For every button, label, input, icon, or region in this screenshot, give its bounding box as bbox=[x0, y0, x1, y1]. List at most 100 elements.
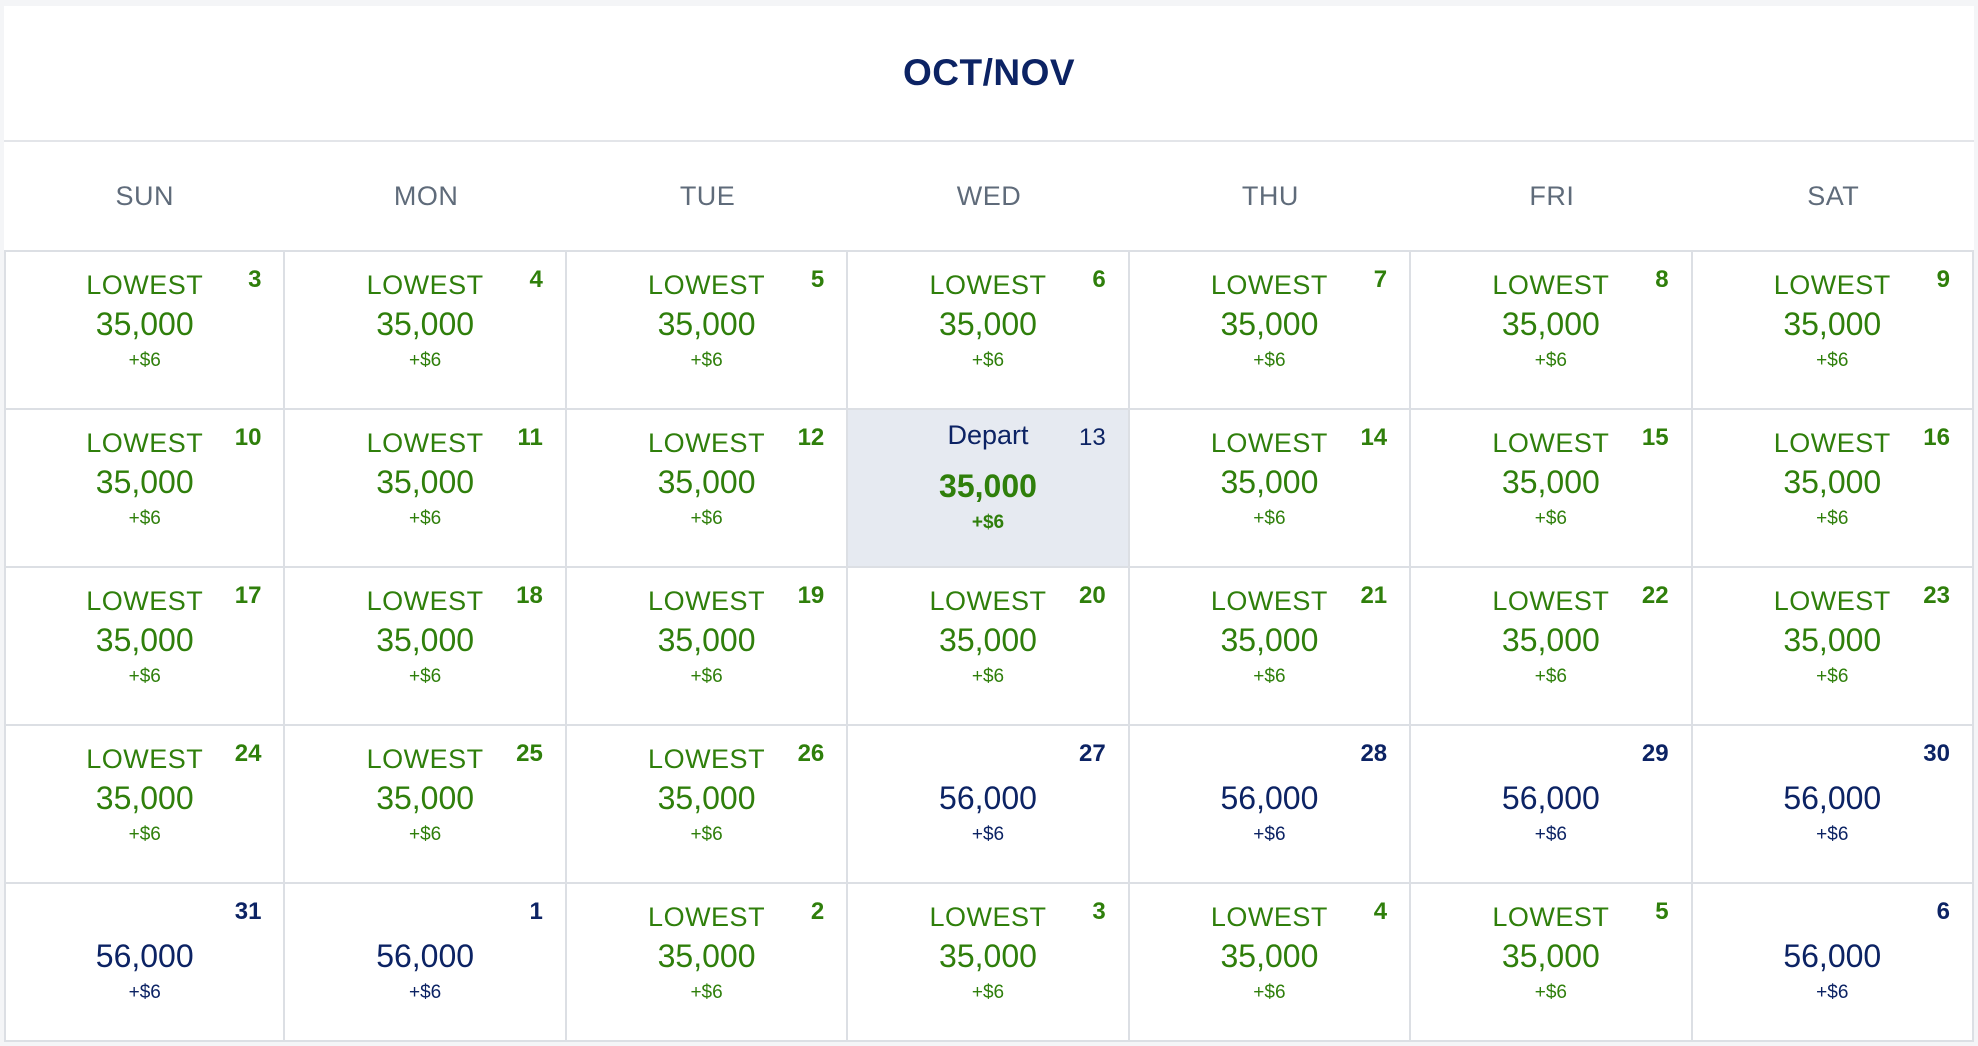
fare-fee: +$6 bbox=[128, 824, 161, 845]
fare-fee: +$6 bbox=[1253, 824, 1286, 845]
day-number: 1 bbox=[529, 898, 543, 925]
day-number: 24 bbox=[234, 740, 262, 767]
calendar-day-cell[interactable]: 26 LOWEST 35,000 +$6 bbox=[566, 726, 849, 884]
fare-fee: +$6 bbox=[1534, 508, 1567, 529]
lowest-fare-badge: LOWEST bbox=[1773, 428, 1891, 458]
calendar-day-cell[interactable]: 3 LOWEST 35,000 +$6 bbox=[848, 884, 1130, 1042]
lowest-fare-badge: LOWEST bbox=[86, 586, 204, 616]
lowest-fare-badge: LOWEST bbox=[366, 270, 484, 300]
lowest-fare-badge: LOWEST bbox=[929, 270, 1047, 300]
day-number: 10 bbox=[234, 424, 262, 451]
calendar-day-cell[interactable]: 30 56,000 +$6 bbox=[1692, 726, 1974, 884]
fare-miles: 35,000 bbox=[376, 464, 475, 500]
fare-fee: +$6 bbox=[971, 666, 1005, 687]
calendar-day-cell[interactable]: 25 LOWEST 35,000 +$6 bbox=[285, 726, 567, 884]
calendar-day-cell[interactable]: 15 LOWEST 35,000 +$6 bbox=[1411, 410, 1693, 568]
fare-miles: 35,000 bbox=[657, 306, 756, 342]
calendar-day-cell[interactable]: 7 LOWEST 35,000 +$6 bbox=[1129, 252, 1412, 410]
calendar-day-cell[interactable]: 1 56,000 +$6 bbox=[285, 884, 567, 1042]
fare-fee: +$6 bbox=[690, 666, 723, 687]
lowest-fare-badge: LOWEST bbox=[366, 744, 484, 774]
calendar-day-cell[interactable]: 2 LOWEST 35,000 +$6 bbox=[566, 884, 849, 1042]
calendar-day-cell[interactable]: 3 LOWEST 35,000 +$6 bbox=[4, 252, 286, 410]
day-number: 25 bbox=[516, 740, 543, 767]
fare-miles: 56,000 bbox=[376, 938, 475, 974]
calendar-day-cell[interactable]: 19 LOWEST 35,000 +$6 bbox=[566, 568, 849, 726]
lowest-fare-badge: LOWEST bbox=[929, 586, 1047, 616]
fare-miles: 56,000 bbox=[1501, 780, 1600, 816]
lowest-fare-badge: LOWEST bbox=[1492, 586, 1610, 616]
lowest-fare-badge: LOWEST bbox=[1773, 270, 1891, 300]
calendar-day-cell[interactable]: 9 LOWEST 35,000 +$6 bbox=[1692, 252, 1974, 410]
day-number: 29 bbox=[1641, 740, 1669, 767]
calendar-day-cell[interactable]: 24 LOWEST 35,000 +$6 bbox=[4, 726, 286, 884]
fare-miles: 35,000 bbox=[939, 622, 1037, 658]
day-number: 20 bbox=[1079, 582, 1106, 609]
fare-miles: 35,000 bbox=[1783, 622, 1882, 658]
day-number: 4 bbox=[529, 266, 543, 293]
calendar-day-cell[interactable]: 27 56,000 +$6 bbox=[848, 726, 1130, 884]
calendar-day-cell[interactable]: 6 56,000 +$6 bbox=[1692, 884, 1974, 1042]
calendar-day-cell[interactable]: 11 LOWEST 35,000 +$6 bbox=[285, 410, 567, 568]
weekday-tue: TUE bbox=[679, 180, 736, 211]
calendar-day-cell[interactable]: 5 LOWEST 35,000 +$6 bbox=[566, 252, 849, 410]
weekday-mon: MON bbox=[393, 180, 459, 211]
calendar-day-cell[interactable]: 4 LOWEST 35,000 +$6 bbox=[1129, 884, 1412, 1042]
calendar-day-cell[interactable]: 22 LOWEST 35,000 +$6 bbox=[1411, 568, 1693, 726]
fare-miles: 56,000 bbox=[1783, 780, 1882, 816]
fare-miles: 35,000 bbox=[657, 780, 756, 816]
fare-miles: 35,000 bbox=[1220, 938, 1319, 974]
weekday-wed: WED bbox=[956, 180, 1022, 211]
calendar-day-cell[interactable]: 17 LOWEST 35,000 +$6 bbox=[4, 568, 286, 726]
calendar-day-cell[interactable]: 21 LOWEST 35,000 +$6 bbox=[1129, 568, 1412, 726]
day-number: 7 bbox=[1373, 266, 1388, 293]
fare-fee: +$6 bbox=[1816, 824, 1849, 845]
calendar-day-cell-selected[interactable]: 13 Depart 35,000 +$6 bbox=[848, 410, 1130, 568]
calendar-day-cell[interactable]: 14 LOWEST 35,000 +$6 bbox=[1129, 410, 1412, 568]
calendar-day-cell[interactable]: 23 LOWEST 35,000 +$6 bbox=[1692, 568, 1974, 726]
fare-miles: 35,000 bbox=[376, 780, 475, 816]
fare-fee: +$6 bbox=[690, 982, 723, 1003]
lowest-fare-badge: LOWEST bbox=[1492, 902, 1610, 932]
lowest-fare-badge: LOWEST bbox=[86, 744, 204, 774]
fare-fee: +$6 bbox=[128, 350, 161, 371]
fare-miles: 35,000 bbox=[939, 306, 1037, 342]
calendar-day-cell[interactable]: 12 LOWEST 35,000 +$6 bbox=[566, 410, 849, 568]
day-number: 30 bbox=[1923, 740, 1950, 767]
calendar-day-cell[interactable]: 20 LOWEST 35,000 +$6 bbox=[848, 568, 1130, 726]
fare-fee: +$6 bbox=[971, 982, 1005, 1003]
fare-fee: +$6 bbox=[690, 824, 723, 845]
day-number: 12 bbox=[797, 424, 825, 451]
day-number: 26 bbox=[797, 740, 825, 767]
day-number: 17 bbox=[234, 582, 262, 609]
fare-miles: 35,000 bbox=[95, 464, 194, 500]
weekday-sat: SAT bbox=[1807, 180, 1860, 211]
calendar-day-cell[interactable]: 29 56,000 +$6 bbox=[1411, 726, 1693, 884]
fare-miles: 35,000 bbox=[95, 780, 194, 816]
fare-fee: +$6 bbox=[1253, 982, 1286, 1003]
calendar-day-cell[interactable]: 10 LOWEST 35,000 +$6 bbox=[4, 410, 286, 568]
calendar-day-cell[interactable]: 4 LOWEST 35,000 +$6 bbox=[285, 252, 567, 410]
calendar-day-cell[interactable]: 31 56,000 +$6 bbox=[4, 884, 286, 1042]
lowest-fare-badge: LOWEST bbox=[86, 270, 204, 300]
fare-miles: 35,000 bbox=[376, 622, 475, 658]
day-number: 28 bbox=[1360, 740, 1388, 767]
fare-miles: 56,000 bbox=[939, 780, 1037, 816]
fare-fee: +$6 bbox=[690, 508, 723, 529]
fare-fee: +$6 bbox=[1253, 666, 1286, 687]
calendar-day-cell[interactable]: 18 LOWEST 35,000 +$6 bbox=[285, 568, 567, 726]
calendar-day-cell[interactable]: 16 LOWEST 35,000 +$6 bbox=[1692, 410, 1974, 568]
lowest-fare-badge: LOWEST bbox=[1492, 270, 1610, 300]
lowest-fare-badge: LOWEST bbox=[929, 902, 1047, 932]
day-number: 5 bbox=[810, 266, 825, 293]
calendar-day-cell[interactable]: 6 LOWEST 35,000 +$6 bbox=[848, 252, 1130, 410]
fare-miles: 35,000 bbox=[939, 468, 1037, 504]
calendar-day-cell[interactable]: 5 LOWEST 35,000 +$6 bbox=[1411, 884, 1693, 1042]
fare-fee: +$6 bbox=[409, 350, 442, 371]
calendar-day-cell[interactable]: 28 56,000 +$6 bbox=[1129, 726, 1412, 884]
calendar-day-cell[interactable]: 8 LOWEST 35,000 +$6 bbox=[1411, 252, 1693, 410]
day-number: 5 bbox=[1655, 898, 1669, 925]
lowest-fare-badge: LOWEST bbox=[648, 586, 766, 616]
fare-fee: +$6 bbox=[1816, 350, 1849, 371]
calendar-month-title: OCT/NOV bbox=[4, 6, 1974, 142]
